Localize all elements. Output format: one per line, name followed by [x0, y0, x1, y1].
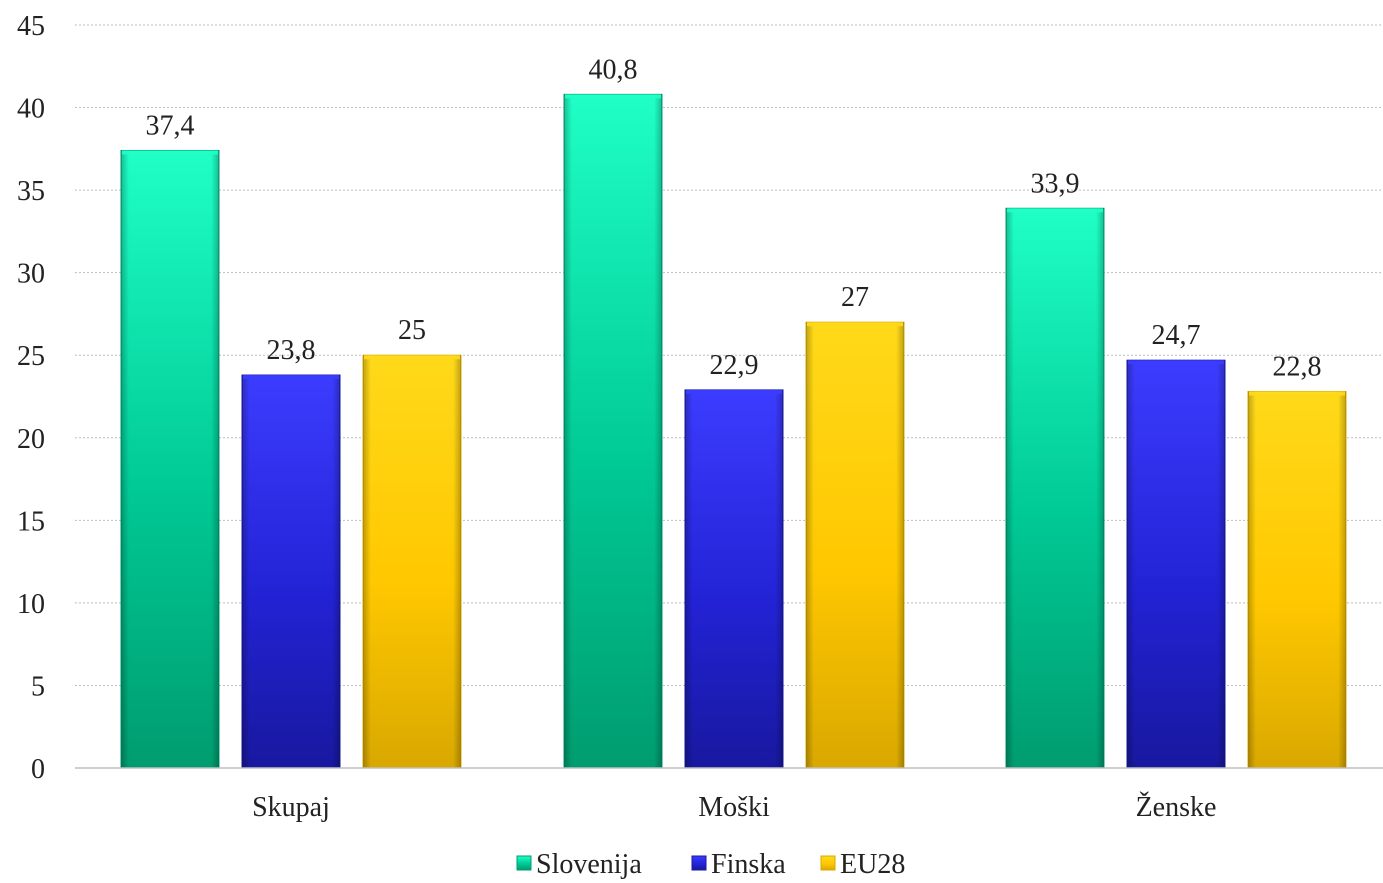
- bar-bevel: [806, 322, 904, 768]
- bar-bevel: [242, 375, 340, 768]
- data-label: 37,4: [146, 110, 195, 141]
- legend-swatch-slovenija: [516, 855, 532, 871]
- data-labels: 37,4 40,8 33,9 23,8 22,9 24,7 25 27 22,8: [146, 54, 1322, 382]
- x-tick-label: Ženske: [1136, 792, 1217, 823]
- bar-top-highlight: [243, 375, 339, 380]
- legend-swatch-finska: [691, 855, 707, 871]
- bar-top-highlight: [122, 150, 218, 155]
- bar-bevel: [564, 94, 662, 768]
- data-label: 24,7: [1152, 320, 1201, 351]
- bar-bevel: [1006, 208, 1104, 769]
- y-axis-ticks: 0 5 10 15 20 25 30 35 40 45: [17, 11, 45, 785]
- y-tick-label: 10: [17, 589, 45, 620]
- y-tick-label: 0: [31, 754, 45, 785]
- bar-top-highlight: [807, 322, 903, 327]
- bar-top-highlight: [565, 94, 661, 99]
- y-tick-label: 5: [31, 671, 45, 702]
- legend-label: Slovenija: [536, 849, 642, 880]
- y-tick-label: 25: [17, 341, 45, 372]
- y-tick-label: 45: [17, 11, 45, 42]
- y-tick-label: 20: [17, 424, 45, 455]
- bar-top-highlight: [364, 355, 460, 360]
- data-label: 27: [841, 282, 869, 313]
- data-label: 23,8: [267, 335, 316, 366]
- bars: [120, 93, 1347, 769]
- bar-bevel: [1248, 391, 1346, 768]
- bar-top-highlight: [686, 389, 782, 394]
- legend-label: Finska: [711, 849, 786, 880]
- bar-bevel: [363, 355, 461, 768]
- bar-bevel: [685, 389, 783, 768]
- legend-label: EU28: [840, 849, 905, 880]
- bar-bevel: [121, 150, 219, 769]
- legend: Slovenija Finska EU28: [516, 849, 905, 880]
- y-tick-label: 30: [17, 259, 45, 290]
- bar-top-highlight: [1128, 360, 1224, 365]
- data-label: 33,9: [1031, 168, 1080, 199]
- y-tick-label: 35: [17, 176, 45, 207]
- bar-bevel: [1127, 360, 1225, 768]
- legend-swatch-eu28: [820, 855, 836, 871]
- bar-top-highlight: [1249, 391, 1345, 396]
- data-label: 40,8: [589, 54, 638, 85]
- y-tick-label: 15: [17, 506, 45, 537]
- data-label: 22,9: [710, 350, 759, 381]
- x-tick-label: Skupaj: [252, 792, 330, 823]
- y-tick-label: 40: [17, 94, 45, 125]
- x-axis-ticks: Skupaj Moški Ženske: [252, 792, 1216, 823]
- data-label: 22,8: [1273, 352, 1322, 383]
- x-tick-label: Moški: [698, 792, 770, 823]
- data-label: 25: [398, 315, 426, 346]
- bar-top-highlight: [1007, 208, 1103, 213]
